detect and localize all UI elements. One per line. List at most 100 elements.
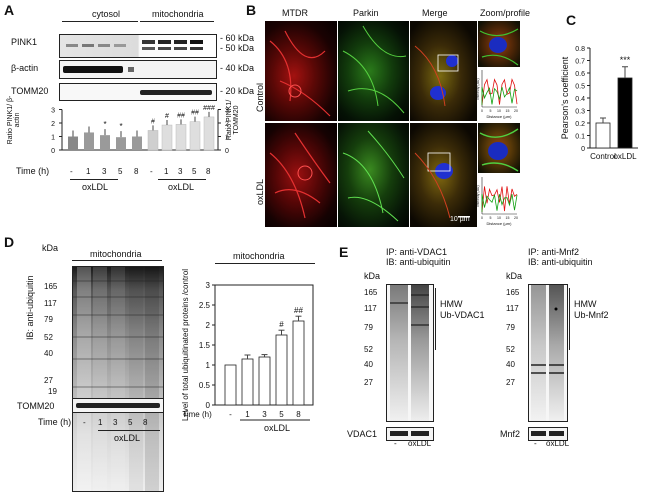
bar-cyto bbox=[68, 136, 78, 150]
kda-label-e2: kDa bbox=[506, 271, 523, 281]
bar-d bbox=[258, 356, 271, 406]
profile-tick: 15 bbox=[506, 109, 510, 113]
tick-label-left-a: 1 bbox=[51, 135, 55, 142]
xtick-label-c: Control bbox=[590, 152, 616, 161]
bar-c-0 bbox=[595, 122, 611, 149]
time-tick-d: 3 bbox=[113, 418, 118, 427]
bar-cyto bbox=[84, 132, 94, 150]
row-label-actin: β-actin bbox=[11, 63, 39, 73]
profile-tick: 0 bbox=[481, 216, 483, 220]
micro-control-merge bbox=[409, 20, 478, 122]
chart-ubiquitin-level: 0 0.5 1 1.5 2 2.5 3 - 1 3 #5 ## 8 Time (h) oxLDL Level … bbox=[181, 269, 314, 433]
group-d: mitochondria bbox=[90, 249, 142, 259]
scale-bar-label: 10 µm bbox=[450, 216, 470, 223]
lane-oxldl-e1: oxLDL bbox=[408, 439, 432, 448]
profile-tick: 10 bbox=[497, 216, 501, 220]
marker-60kda: - 60 kDa bbox=[220, 33, 255, 43]
bar-d bbox=[275, 334, 288, 406]
xtick-d: - bbox=[229, 410, 232, 419]
sig-mito: ## bbox=[191, 110, 199, 117]
blot-ubiquitin-d bbox=[72, 266, 164, 492]
time-tick-cyto: 1 bbox=[86, 167, 91, 176]
profile-bg bbox=[477, 174, 519, 226]
micro-oxldl-zoom bbox=[477, 122, 521, 174]
row-label-tomm20: TOMM20 bbox=[11, 86, 49, 96]
tick-label-right-a: 3 bbox=[225, 108, 229, 115]
marker-d-27: 27 bbox=[44, 376, 53, 385]
marker-50kda: - 50 kDa bbox=[220, 43, 255, 53]
marker-e2-52: 52 bbox=[506, 345, 515, 354]
marker-e2-27: 27 bbox=[506, 378, 515, 387]
panel-label-d: D bbox=[4, 234, 15, 250]
micro-control-mtdr bbox=[264, 20, 338, 122]
ytick-label-d: 0 bbox=[206, 401, 211, 410]
marker-e1-117: 117 bbox=[364, 304, 377, 313]
bar-d bbox=[241, 358, 254, 406]
time-tick-mito: 8 bbox=[206, 167, 211, 176]
profile-tick: 20 bbox=[514, 216, 518, 220]
time-tick-cyto: 8 bbox=[134, 167, 139, 176]
blot-mnf2-loading bbox=[528, 427, 568, 441]
hmw-vdac1: Ub-VDAC1 bbox=[440, 310, 485, 320]
micro-oxldl-merge bbox=[409, 122, 478, 228]
micro-oxldl-mtdr bbox=[264, 122, 338, 228]
ytick-label-c: 0.5 bbox=[575, 84, 585, 91]
marker-e1-52: 52 bbox=[364, 345, 373, 354]
bar-cyto bbox=[116, 137, 126, 150]
ytick-label-c: 0.2 bbox=[575, 121, 585, 128]
ytick-label-c: 0 bbox=[581, 146, 585, 153]
ib-label-d: IB: anti-ubiquitin bbox=[25, 275, 35, 340]
xtick-d: 8 bbox=[296, 410, 301, 419]
sig-d: ## bbox=[294, 306, 303, 315]
profile-x-label: Distance (µm) bbox=[487, 114, 513, 119]
treatment-d: oxLDL bbox=[114, 433, 141, 443]
time-tick-mito: - bbox=[150, 167, 153, 176]
lane-oxldl-e2: oxLDL bbox=[546, 439, 570, 448]
pink1-bands bbox=[66, 40, 203, 50]
tomm20-bands bbox=[140, 90, 212, 95]
bar-mito bbox=[175, 124, 187, 151]
marker-e1-79: 79 bbox=[364, 323, 373, 332]
hmw-mnf2: Ub-Mnf2 bbox=[574, 310, 609, 320]
ib-ubiq-e2: IB: anti-ubiquitin bbox=[528, 257, 593, 267]
ib-ubiq-e1: IB: anti-ubiquitin bbox=[386, 257, 451, 267]
profile-green-line bbox=[481, 86, 518, 105]
group-cytosol: cytosol bbox=[92, 9, 121, 19]
tick-label-right-a: 2 bbox=[225, 121, 229, 128]
time-tick-d: 8 bbox=[143, 418, 148, 427]
profile-red-line bbox=[481, 78, 518, 106]
xtick-d: 5 bbox=[279, 410, 284, 419]
profile-green-line bbox=[481, 193, 518, 212]
blot-actin bbox=[59, 60, 217, 79]
ytick-label-d: 0.5 bbox=[199, 381, 211, 390]
marker-d-52: 52 bbox=[44, 333, 53, 342]
profile-tick: 20 bbox=[514, 109, 518, 113]
sig-mito: ### bbox=[203, 105, 215, 112]
marker-e2-165: 165 bbox=[506, 288, 520, 297]
chart-group-d: mitochondria bbox=[233, 251, 285, 261]
ytick-label-c: 0.4 bbox=[575, 96, 585, 103]
bar-cyto bbox=[132, 136, 142, 150]
ytick-label-d: 2.5 bbox=[199, 301, 211, 310]
ytick-label-c: 0.8 bbox=[575, 46, 585, 53]
marker-e1-165: 165 bbox=[364, 288, 378, 297]
ytick-label-c: 0.7 bbox=[575, 59, 585, 66]
micro-oxldl-parkin bbox=[337, 122, 410, 228]
marker-e2-79: 79 bbox=[506, 323, 515, 332]
tick-label-left-a: 3 bbox=[51, 108, 55, 115]
micro-control-parkin bbox=[337, 20, 410, 122]
blot-ubiq-mnf2 bbox=[528, 284, 568, 422]
sig-c: *** bbox=[620, 55, 631, 65]
col-merge: Merge bbox=[422, 8, 448, 18]
ytick-label-d: 2 bbox=[206, 321, 211, 330]
sig-d: # bbox=[279, 320, 284, 329]
time-label-a: Time (h) bbox=[16, 166, 50, 176]
bar-mito bbox=[189, 121, 201, 151]
xtick-label-c: oxLDL bbox=[613, 152, 637, 161]
profile-y-label: Intensity (AU) bbox=[476, 78, 480, 99]
time-tick-cyto: - bbox=[70, 167, 73, 176]
ip-mnf2: IP: anti-Mnf2 bbox=[528, 247, 580, 257]
